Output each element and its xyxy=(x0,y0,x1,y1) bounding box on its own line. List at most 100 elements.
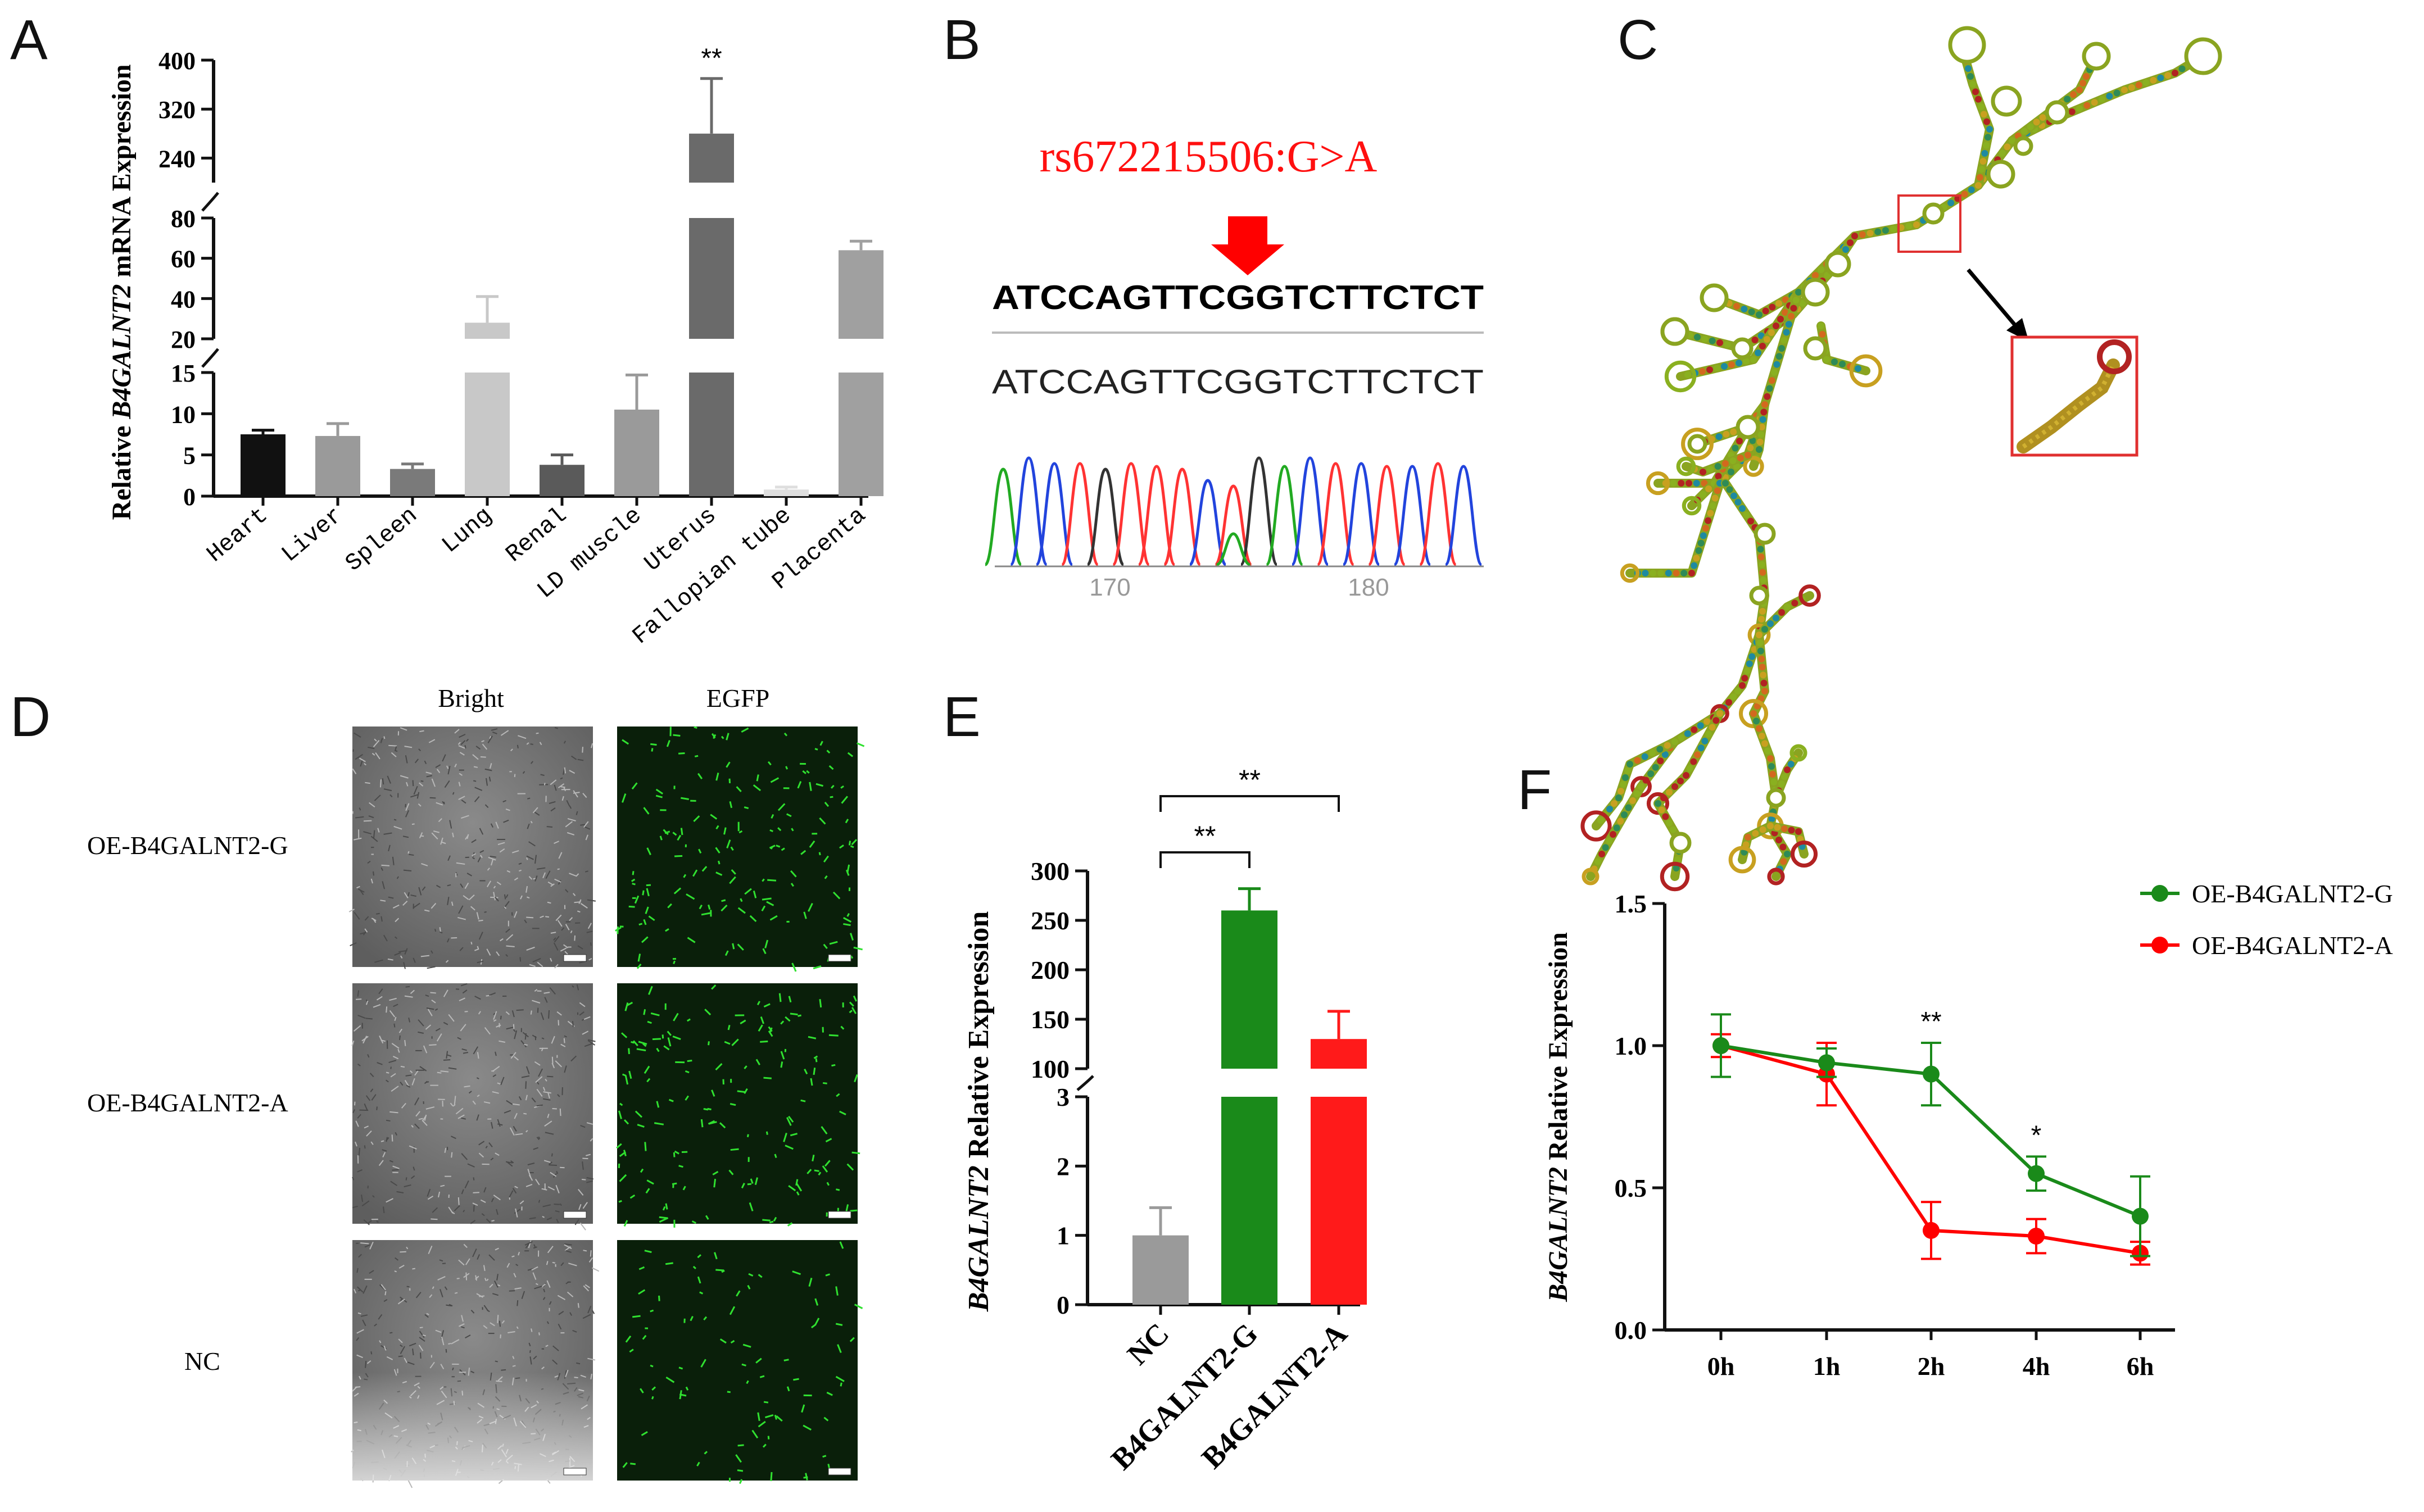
cell-speck xyxy=(462,989,468,994)
rna-base xyxy=(1756,438,1764,446)
rna-base xyxy=(1983,118,1990,125)
egfp-cell xyxy=(715,825,719,830)
cell-speck xyxy=(500,1077,505,1086)
rna-base xyxy=(1760,408,1768,416)
rna-base xyxy=(1615,794,1622,801)
cell-speck xyxy=(483,1101,491,1104)
cell-speck xyxy=(451,1152,453,1158)
rna-base xyxy=(1673,865,1680,871)
rna-base xyxy=(1751,337,1759,343)
egfp-cell xyxy=(632,1040,638,1047)
cell-speck xyxy=(389,1111,398,1114)
rna-hairpin-loop xyxy=(1789,744,1807,762)
egfp-cell xyxy=(732,943,735,950)
cell-speck xyxy=(451,901,454,906)
rna-hairpin-loop xyxy=(1660,861,1690,892)
egfp-cell xyxy=(697,773,703,780)
egfp-cell xyxy=(697,1254,701,1259)
egfp-cell xyxy=(741,727,749,733)
rna-base xyxy=(1700,491,1706,498)
egfp-cell xyxy=(672,1182,677,1185)
bar-uterus xyxy=(689,218,734,339)
egfp-cell xyxy=(815,783,823,787)
cell-speck xyxy=(388,896,394,899)
cell-speck xyxy=(411,1125,414,1128)
rna-base xyxy=(1750,356,1757,363)
rna-base xyxy=(1671,783,1678,790)
egfp-cell xyxy=(810,1324,817,1329)
egfp-cell xyxy=(787,1222,793,1227)
egfp-cell xyxy=(762,948,767,955)
bright-field-fade xyxy=(352,1240,593,1481)
rna-base xyxy=(1657,570,1664,576)
panel-f-ylabel: B4GALNT2 Relative Expression xyxy=(1543,932,1573,1302)
rna-hairpin-loop xyxy=(1682,496,1702,516)
chromatogram-peak xyxy=(1163,467,1202,566)
rna-base xyxy=(1760,679,1768,687)
panel-a-tick-label: 20 xyxy=(171,326,196,353)
bright-field-image xyxy=(352,983,593,1224)
cell-speck xyxy=(509,1197,511,1200)
rna-base xyxy=(1686,480,1692,487)
panel-e-tick-label: 150 xyxy=(1031,1005,1070,1034)
cell-speck xyxy=(416,792,420,799)
cell-speck xyxy=(533,1147,538,1150)
cell-speck xyxy=(452,832,454,838)
egfp-cell xyxy=(711,1089,715,1097)
rna-base xyxy=(1775,353,1783,360)
cell-speck xyxy=(565,889,569,893)
cell-speck xyxy=(422,886,426,891)
scale-bar xyxy=(563,1468,587,1475)
cell-speck xyxy=(375,752,380,760)
rna-base xyxy=(1598,851,1605,857)
bar-b4galnt2-g xyxy=(1221,910,1277,1069)
panel-a-bar-chart: Relative B4GALNT2 mRNA Expression 0 5 10 15… xyxy=(107,44,883,650)
rna-base xyxy=(1761,626,1768,633)
cell-speck xyxy=(543,992,550,994)
cell-speck xyxy=(470,942,473,945)
egfp-cell xyxy=(857,742,865,747)
egfp-cell xyxy=(756,774,759,782)
egfp-cell xyxy=(643,807,650,815)
rna-base xyxy=(2009,137,2015,144)
rna-base xyxy=(1743,668,1751,675)
cell-speck xyxy=(383,832,392,835)
cell-speck xyxy=(471,839,477,843)
cell-speck xyxy=(364,1125,369,1129)
cell-speck xyxy=(542,1098,551,1101)
egfp-cell xyxy=(846,1163,854,1171)
cell-speck xyxy=(402,836,409,838)
egfp-cell xyxy=(665,928,669,932)
rna-base xyxy=(1594,858,1602,865)
egfp-cell xyxy=(693,815,700,822)
rna-base xyxy=(1965,65,1972,72)
highlight-box xyxy=(1897,194,1961,253)
cell-speck xyxy=(365,1018,373,1020)
cell-speck xyxy=(454,1205,460,1211)
rna-base xyxy=(1757,647,1764,655)
rna-interior-loop xyxy=(1687,434,1707,454)
chromatogram-peak xyxy=(1061,462,1099,566)
rna-base xyxy=(1782,309,1788,316)
cell-speck xyxy=(463,895,469,900)
egfp-cell xyxy=(790,1012,798,1016)
cell-speck xyxy=(410,1175,415,1179)
rna-base xyxy=(1707,510,1714,517)
cell-speck xyxy=(438,818,442,823)
egfp-cell xyxy=(766,901,774,906)
rna-base xyxy=(1734,498,1742,506)
egfp-cell xyxy=(822,1455,827,1458)
panel-a-tick-label: 320 xyxy=(158,96,196,124)
cell-speck xyxy=(353,837,362,841)
cell-speck xyxy=(542,1087,546,1091)
rna-base xyxy=(1641,753,1648,760)
rna-base xyxy=(1759,416,1766,423)
egfp-cell xyxy=(631,1041,635,1044)
rna-base xyxy=(1728,361,1735,368)
rna-base xyxy=(1882,227,1889,234)
egfp-cell xyxy=(814,1169,819,1172)
egfp-cell xyxy=(621,793,627,803)
egfp-cell xyxy=(755,1357,762,1364)
rna-base xyxy=(1674,856,1681,863)
